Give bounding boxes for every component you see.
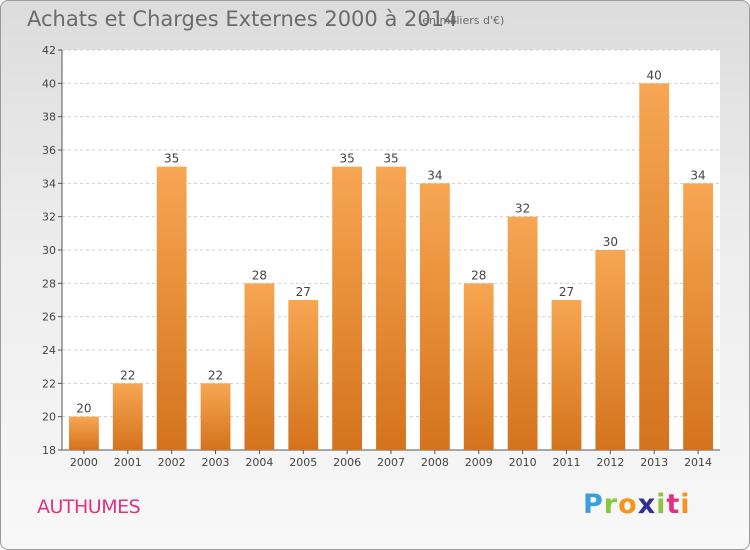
data-label: 34 — [690, 168, 705, 182]
y-tick-label: 22 — [42, 377, 56, 390]
y-tick-label: 20 — [42, 411, 56, 424]
bar — [200, 383, 231, 450]
x-tick-label: 2000 — [70, 456, 98, 469]
bar — [419, 183, 450, 451]
y-tick-label: 36 — [42, 144, 56, 157]
data-label: 32 — [515, 202, 530, 216]
data-label: 27 — [296, 285, 311, 299]
y-tick-label: 30 — [42, 244, 56, 257]
logo-letter: o — [618, 489, 638, 520]
x-tick-label: 2002 — [158, 456, 186, 469]
logo-letter: P — [583, 489, 604, 520]
x-tick-label: 2013 — [640, 456, 668, 469]
bar — [332, 166, 363, 450]
y-tick-label: 40 — [42, 77, 56, 90]
x-tick-label: 2006 — [333, 456, 361, 469]
x-tick-label: 2003 — [202, 456, 230, 469]
bar — [69, 416, 99, 450]
bar — [551, 300, 582, 450]
data-label: 35 — [339, 152, 354, 166]
y-tick-label: 24 — [42, 344, 56, 357]
y-tick-label: 18 — [42, 444, 56, 457]
y-tick-label: 34 — [42, 177, 56, 190]
bar — [595, 250, 626, 450]
x-tick-label: 2001 — [114, 456, 142, 469]
data-label: 28 — [252, 268, 267, 282]
chart-title: Achats et Charges Externes 2000 à 2014 — [27, 7, 458, 31]
x-tick-label: 2004 — [245, 456, 273, 469]
bar — [156, 166, 187, 450]
data-label: 28 — [471, 268, 486, 282]
data-label: 35 — [383, 152, 398, 166]
x-tick-label: 2011 — [552, 456, 580, 469]
x-tick-label: 2010 — [509, 456, 537, 469]
data-label: 22 — [208, 368, 223, 382]
data-label: 35 — [164, 152, 179, 166]
bar — [376, 166, 406, 450]
x-tick-label: 2007 — [377, 456, 405, 469]
bar — [507, 216, 538, 450]
y-tick-label: 32 — [42, 211, 56, 224]
x-tick-label: 2005 — [289, 456, 317, 469]
proxiti-logo: Proxiti — [583, 489, 691, 520]
data-label: 20 — [76, 402, 91, 416]
data-label: 27 — [559, 285, 574, 299]
bar — [244, 283, 275, 450]
data-label: 30 — [603, 235, 618, 249]
data-label: 34 — [427, 168, 442, 182]
bar — [463, 283, 494, 450]
y-tick-label: 42 — [42, 44, 56, 57]
y-tick-label: 26 — [42, 311, 56, 324]
x-tick-label: 2009 — [465, 456, 493, 469]
bar — [683, 183, 713, 451]
chart-subtitle: (en milliers d'€) — [418, 14, 505, 27]
y-tick-label: 38 — [42, 111, 56, 124]
bar — [112, 383, 143, 450]
data-label: 40 — [647, 68, 662, 82]
x-tick-label: 2014 — [684, 456, 712, 469]
x-tick-label: 2008 — [421, 456, 449, 469]
y-tick-label: 28 — [42, 277, 56, 290]
logo-letter: i — [656, 489, 667, 520]
data-label: 22 — [120, 368, 135, 382]
x-tick-label: 2012 — [596, 456, 624, 469]
bar — [288, 300, 319, 450]
logo-letter: x — [637, 489, 657, 520]
bar — [639, 83, 670, 450]
logo-letter: i — [680, 489, 691, 520]
place-name: AUTHUMES — [37, 496, 141, 518]
logo-letter: t — [666, 489, 681, 520]
logo-letter: r — [603, 489, 619, 520]
